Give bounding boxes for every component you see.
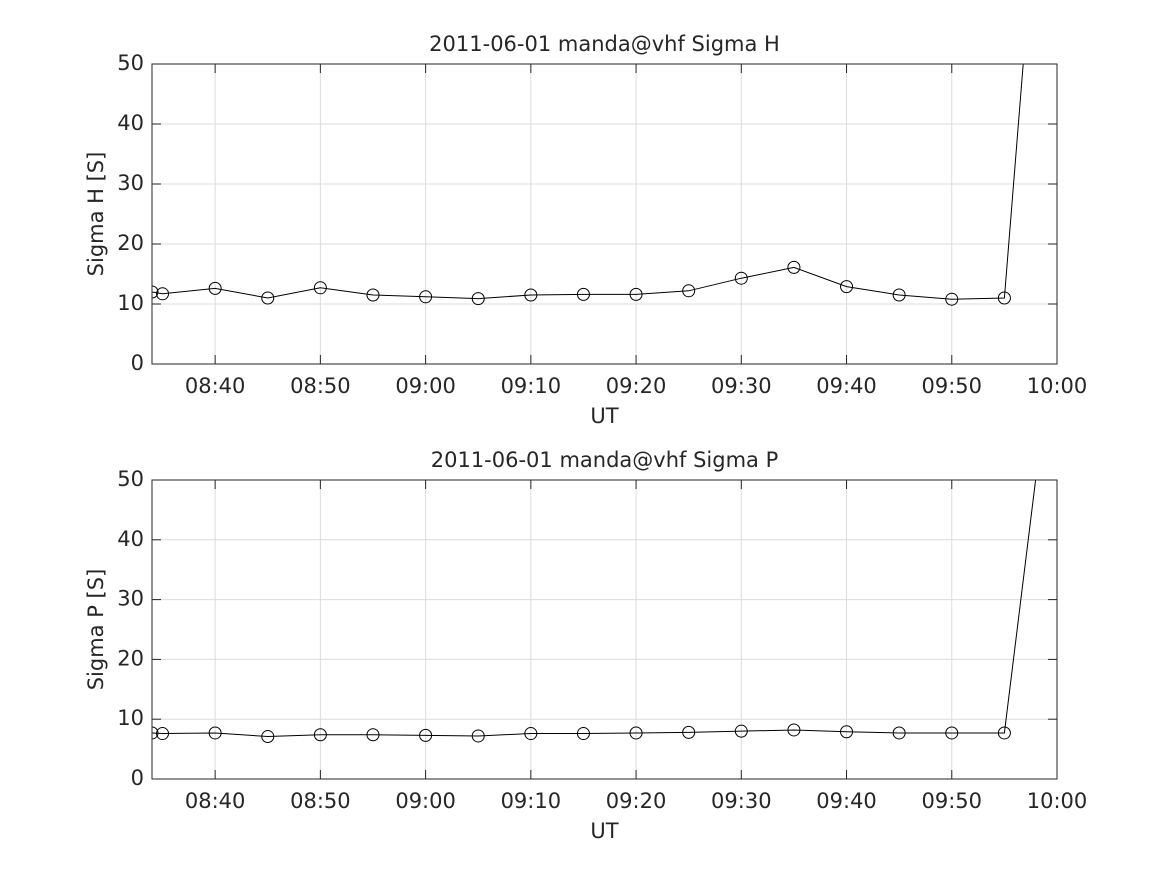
data-marker <box>313 281 327 295</box>
data-marker <box>840 725 854 739</box>
data-marker <box>156 287 170 301</box>
data-marker <box>945 292 959 306</box>
y-axis-label: Sigma H [S] <box>84 152 108 277</box>
data-marker <box>152 285 159 299</box>
data-marker <box>261 730 275 744</box>
data-line <box>152 64 1024 300</box>
data-marker <box>208 726 222 740</box>
x-tick-label: 09:50 <box>922 789 983 813</box>
x-tick-label: 09:50 <box>922 374 983 398</box>
axes-background <box>152 64 1057 364</box>
data-marker <box>787 260 801 274</box>
x-axis-label: UT <box>590 819 618 843</box>
axes-frame <box>151 63 1058 365</box>
data-marker <box>734 724 748 738</box>
x-axis-label: UT <box>590 404 618 428</box>
y-tick-label: 50 <box>117 51 144 75</box>
data-marker <box>524 727 538 741</box>
data-marker <box>156 727 170 741</box>
data-marker <box>629 287 643 301</box>
data-marker <box>366 288 380 302</box>
axes-background <box>152 480 1057 779</box>
x-tick-label: 08:40 <box>185 789 246 813</box>
y-axis-label: Sigma P [S] <box>84 569 108 691</box>
data-marker <box>576 727 590 741</box>
x-tick-label: 09:00 <box>395 374 456 398</box>
x-tick-label: 09:10 <box>501 374 562 398</box>
x-tick-label: 09:00 <box>395 789 456 813</box>
data-marker <box>208 281 222 295</box>
data-marker <box>945 726 959 740</box>
data-marker <box>787 723 801 737</box>
data-marker <box>419 728 433 742</box>
data-marker <box>366 728 380 742</box>
chart-title: 2011-06-01 manda@vhf Sigma P <box>431 448 779 472</box>
data-marker <box>471 729 485 743</box>
x-tick-label: 09:30 <box>711 789 772 813</box>
data-marker <box>682 284 696 298</box>
axes-frame <box>151 479 1058 780</box>
x-tick-label: 09:40 <box>816 789 877 813</box>
y-tick-label: 0 <box>131 351 144 375</box>
data-marker <box>313 728 327 742</box>
subplot: 0 10 20 30 40 50 08:40 08:50 09:00 09:10 09:20 09:3… <box>84 448 1088 843</box>
x-tick-label: 08:50 <box>290 789 351 813</box>
x-tick-label: 08:50 <box>290 374 351 398</box>
plot-area <box>152 64 1024 306</box>
plot-area <box>152 480 1037 744</box>
x-tick-label: 10:00 <box>1027 789 1088 813</box>
x-tick-label: 08:40 <box>185 374 246 398</box>
y-tick-label: 0 <box>131 766 144 790</box>
y-tick-label: 50 <box>117 467 144 491</box>
x-tick-label: 09:40 <box>816 374 877 398</box>
data-marker <box>892 726 906 740</box>
data-marker <box>997 726 1011 740</box>
data-marker <box>840 280 854 294</box>
y-tick-label: 10 <box>117 706 144 730</box>
x-tick-label: 10:00 <box>1027 374 1088 398</box>
data-line <box>152 480 1037 738</box>
subplot: 0 10 20 30 40 50 08:40 08:50 09:00 09:10 09:20 09:3… <box>84 32 1088 428</box>
data-marker <box>524 288 538 302</box>
y-tick-label: 20 <box>117 646 144 670</box>
y-tick-label: 10 <box>117 291 144 315</box>
data-marker <box>471 292 485 306</box>
data-marker <box>419 290 433 304</box>
x-tick-label: 09:20 <box>606 789 667 813</box>
data-marker <box>152 726 159 740</box>
y-tick-label: 20 <box>117 231 144 255</box>
data-marker <box>576 287 590 301</box>
data-marker <box>997 291 1011 305</box>
y-tick-label: 40 <box>117 527 144 551</box>
y-tick-label: 30 <box>117 587 144 611</box>
x-tick-label: 09:30 <box>711 374 772 398</box>
data-marker <box>682 725 696 739</box>
x-tick-label: 09:10 <box>501 789 562 813</box>
y-tick-label: 30 <box>117 171 144 195</box>
data-marker <box>892 288 906 302</box>
x-tick-label: 09:20 <box>606 374 667 398</box>
data-marker <box>734 271 748 285</box>
data-marker <box>261 291 275 305</box>
y-tick-label: 40 <box>117 111 144 135</box>
data-marker <box>629 726 643 740</box>
chart-title: 2011-06-01 manda@vhf Sigma H <box>429 32 780 56</box>
